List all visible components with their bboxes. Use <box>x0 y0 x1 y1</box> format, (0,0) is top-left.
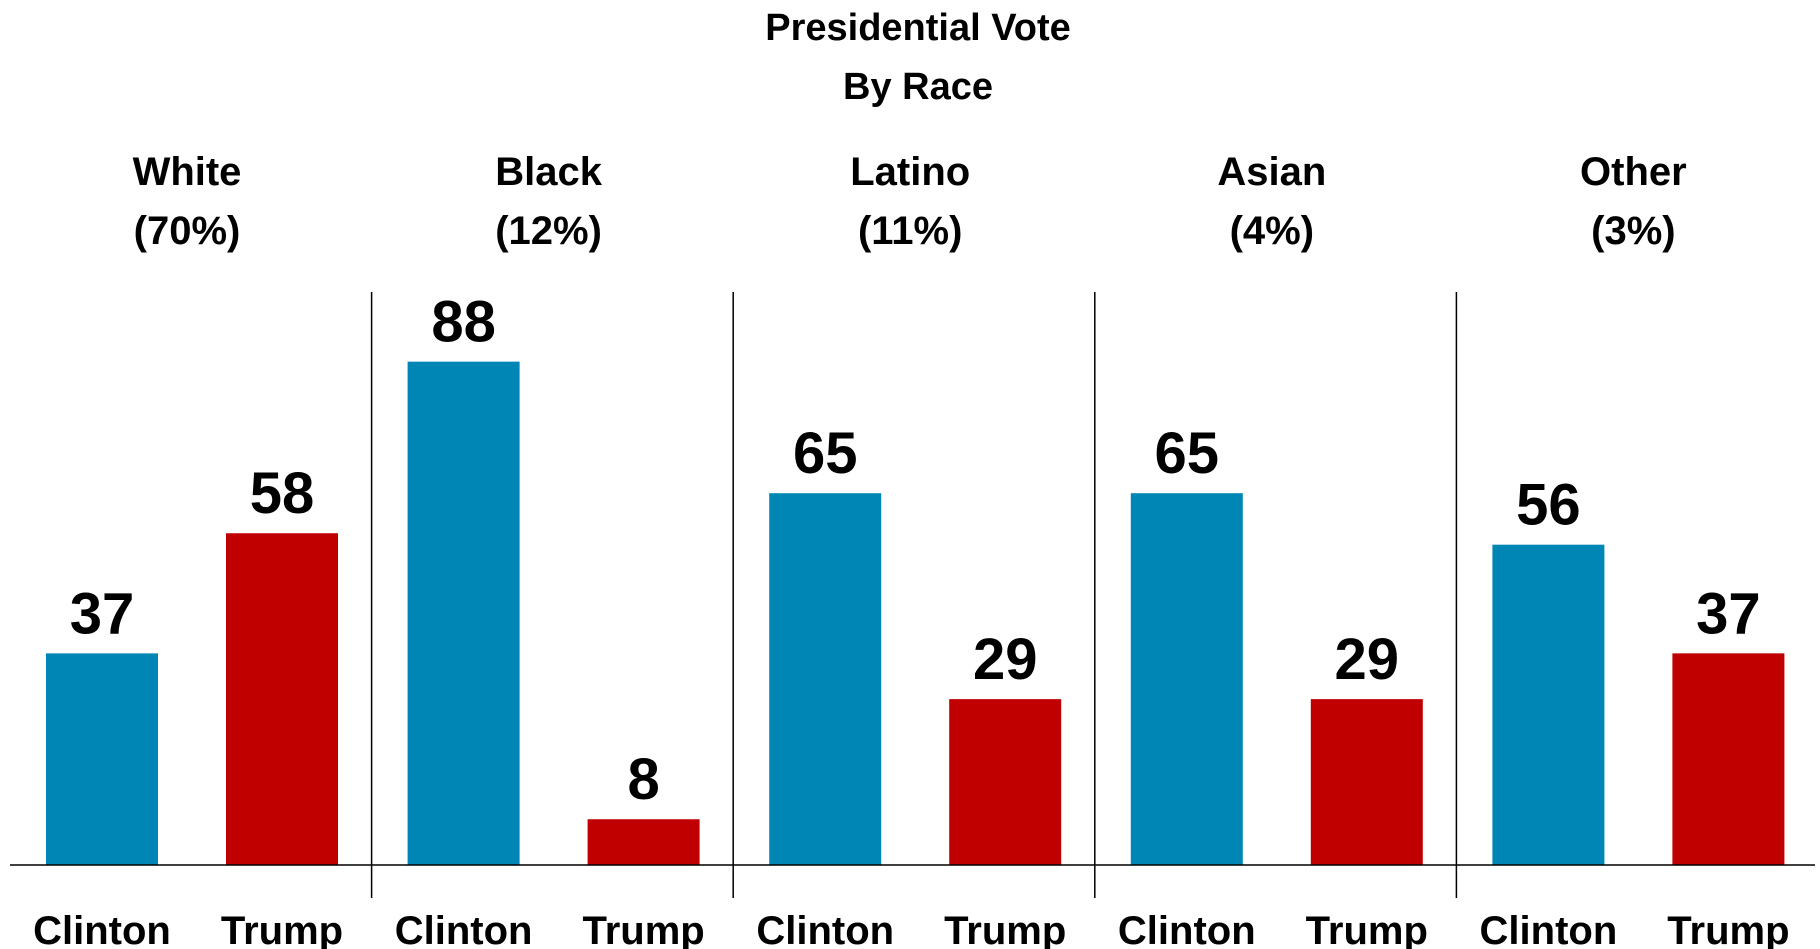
bar-other-clinton <box>1492 544 1605 865</box>
x-tick-label-clinton: Clinton <box>1118 909 1256 949</box>
bar-black-trump <box>587 819 700 865</box>
data-label-asian-trump: 29 <box>1335 627 1400 692</box>
chart-title: Presidential Vote <box>765 7 1071 49</box>
panel-title-black: Black <box>495 150 602 194</box>
panel-title-asian: Asian <box>1217 150 1326 194</box>
panel-title-latino: Latino <box>850 150 970 194</box>
bar-asian-trump <box>1310 699 1423 865</box>
x-tick-label-trump: Trump <box>221 909 343 949</box>
data-label-black-trump: 8 <box>627 747 659 812</box>
data-label-other-clinton: 56 <box>1516 473 1581 538</box>
bar-latino-trump <box>949 699 1062 865</box>
panel-share-asian: (4%) <box>1230 209 1314 253</box>
x-tick-label-trump: Trump <box>944 909 1066 949</box>
x-tick-label-clinton: Clinton <box>33 909 171 949</box>
x-tick-label-trump: Trump <box>582 909 704 949</box>
x-tick-label-trump: Trump <box>1667 909 1789 949</box>
bar-other-trump <box>1672 653 1785 865</box>
panel-share-white: (70%) <box>134 209 241 253</box>
x-tick-label-clinton: Clinton <box>756 909 894 949</box>
data-label-white-clinton: 37 <box>70 581 135 646</box>
bar-latino-clinton <box>769 493 882 865</box>
x-tick-label-trump: Trump <box>1306 909 1428 949</box>
panel-share-black: (12%) <box>495 209 602 253</box>
data-label-latino-clinton: 65 <box>793 421 858 486</box>
panel-title-white: White <box>133 150 242 194</box>
bar-white-trump <box>226 533 338 865</box>
panel-share-other: (3%) <box>1591 209 1675 253</box>
bar-black-clinton <box>407 361 520 865</box>
panel-share-latino: (11%) <box>858 209 963 253</box>
race-panels: White (70%) 37 Clinton 58 Trump Black (12%) 88 Cl… <box>33 150 1789 949</box>
bar-asian-clinton <box>1130 493 1243 865</box>
data-label-latino-trump: 29 <box>973 627 1038 692</box>
bar-white-clinton <box>46 653 158 865</box>
data-label-asian-clinton: 65 <box>1155 421 1220 486</box>
x-tick-label-clinton: Clinton <box>395 909 533 949</box>
data-label-other-trump: 37 <box>1696 581 1761 646</box>
x-tick-label-clinton: Clinton <box>1480 909 1618 949</box>
data-label-white-trump: 58 <box>250 461 315 526</box>
data-label-black-clinton: 88 <box>431 290 496 355</box>
panel-title-other: Other <box>1580 150 1687 194</box>
chart-subtitle: By Race <box>843 66 993 108</box>
